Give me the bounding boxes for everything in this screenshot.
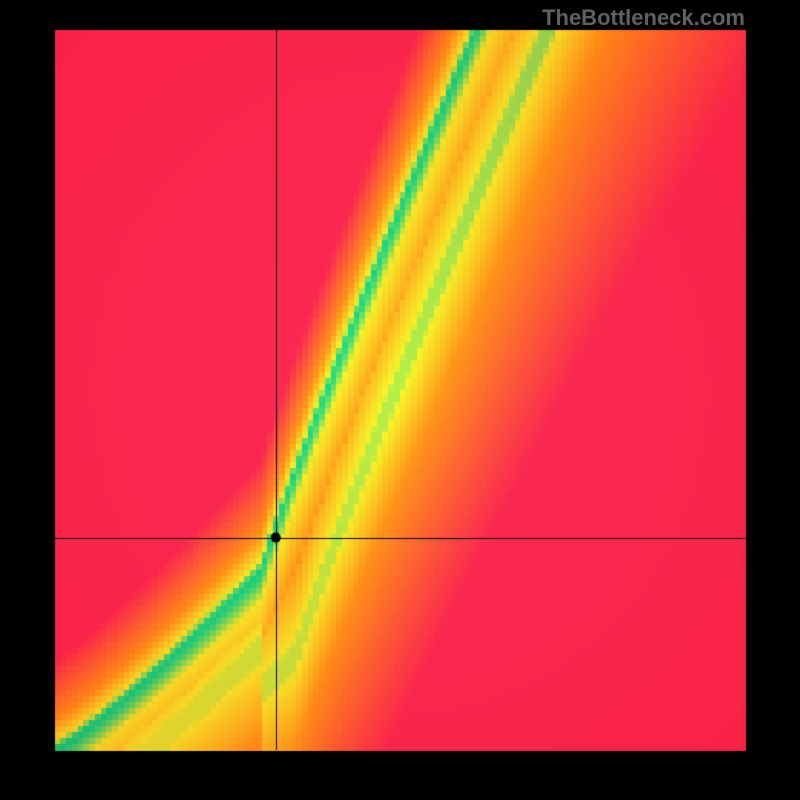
chart-container: TheBottleneck.com — [0, 0, 800, 800]
watermark-label: TheBottleneck.com — [542, 5, 745, 31]
heatmap-canvas — [0, 0, 800, 800]
